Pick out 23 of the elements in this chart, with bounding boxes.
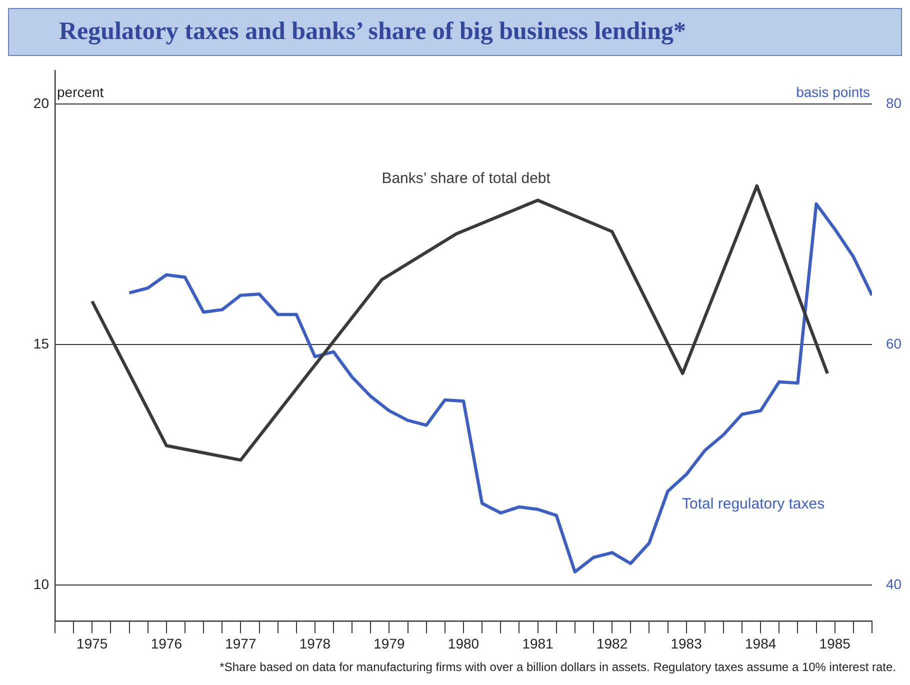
y2-tick-label: 60 <box>886 335 902 352</box>
x-tick-label: 1979 <box>374 635 406 652</box>
y-axis-title: percent <box>57 84 104 100</box>
y2-tick-label: 80 <box>886 94 902 111</box>
x-tick-label: 1984 <box>745 635 776 652</box>
chart-title: Regulatory taxes and banks’ share of big business lending* <box>59 18 686 46</box>
series-label: Total regulatory taxes <box>682 495 825 512</box>
series-label: Banks’ share of total debt <box>382 170 552 188</box>
x-tick-label: 1975 <box>76 635 108 652</box>
y-tick-label: 20 <box>33 94 50 111</box>
y-tick-label: 15 <box>33 335 50 352</box>
x-tick-label: 1983 <box>670 635 702 652</box>
x-tick-label: 1980 <box>448 635 480 652</box>
x-tick-label: 1977 <box>225 635 256 652</box>
text: *Share based on data for manufacturing firms with over a billion dollars in assets. Regulatory taxes assume a 10% interest rate. <box>218 660 897 674</box>
x-tick-label: 1978 <box>299 635 331 652</box>
y2-axis-title: basis points <box>796 84 870 100</box>
x-tick-label: 1985 <box>819 635 851 652</box>
x-tick-label: 1981 <box>522 635 554 652</box>
y-tick-label: 10 <box>33 576 50 592</box>
x-tick-label: 1976 <box>150 635 182 652</box>
x-tick-label: 1982 <box>596 635 628 652</box>
y2-tick-label: 40 <box>886 576 902 592</box>
